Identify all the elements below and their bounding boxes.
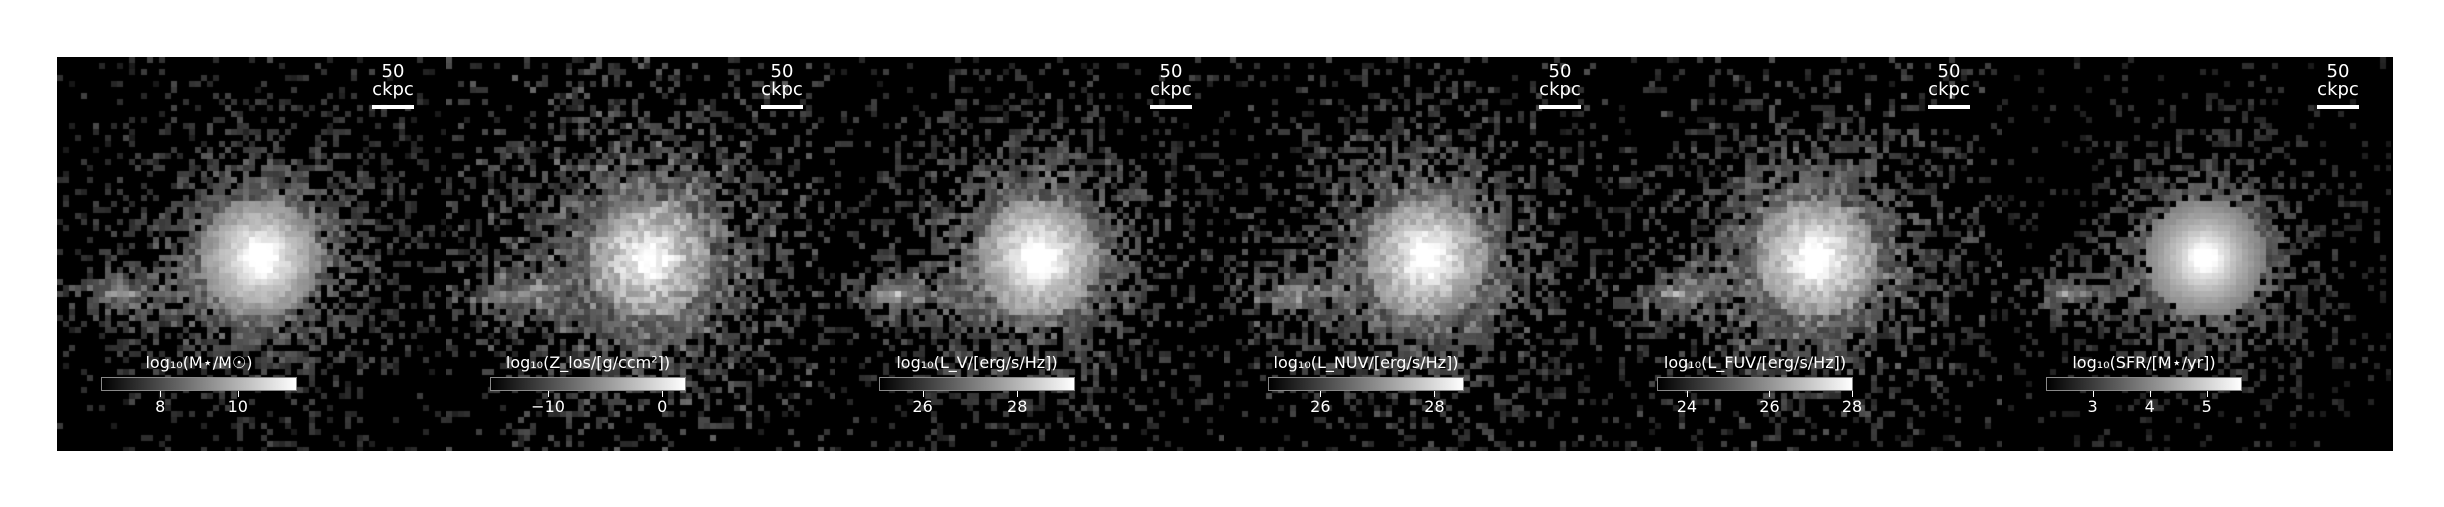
scale-bar-line: [1928, 105, 1970, 109]
scale-bar-line: [372, 105, 414, 109]
colorbar-tick-label: 0: [657, 397, 668, 416]
colorbar-tick-label: 26: [912, 397, 933, 416]
colorbar-tick-label: 26: [1310, 397, 1331, 416]
image-strip: 50 ckpc log₁₀(M⋆/M☉) 8 10 50 ckpc log₁₀(Z…: [57, 57, 2393, 451]
colorbar-tick-label: −10: [531, 397, 565, 416]
scale-bar: 50 ckpc: [1914, 63, 1984, 109]
scale-bar-label: 50 ckpc: [1539, 61, 1581, 100]
panel-metal-density: 50 ckpc log₁₀(Z_los/[g/ccm²]) −10 0: [446, 57, 835, 451]
colorbar-tick: [237, 391, 239, 397]
panel-fuv-luminosity: 50 ckpc log₁₀(L_FUV/[erg/s/Hz]) 24 26 28: [1613, 57, 2002, 451]
colorbar-gradient: [2046, 377, 2242, 391]
colorbar-tick-label: 5: [2201, 397, 2212, 416]
colorbar-tick: [160, 391, 162, 397]
galaxy-map-sfr: [2002, 57, 2391, 451]
colorbar-tick: [1852, 391, 1853, 397]
colorbar-tick: [1686, 391, 1688, 397]
scale-bar-line: [1539, 105, 1581, 109]
colorbar-label: log₁₀(L_V/[erg/s/Hz]): [896, 353, 1058, 372]
colorbar-tick: [2206, 391, 2208, 397]
scale-bar-line: [761, 105, 803, 109]
colorbar-tick-label: 28: [1424, 397, 1445, 416]
scale-bar: 50 ckpc: [1136, 63, 1206, 109]
colorbar-label: log₁₀(M⋆/M☉): [145, 353, 253, 372]
colorbar-gradient: [879, 377, 1075, 391]
colorbar-label: log₁₀(L_FUV/[erg/s/Hz]): [1663, 353, 1847, 372]
colorbar-tick: [2149, 391, 2151, 397]
colorbar-tick-label: 28: [1007, 397, 1028, 416]
scale-bar-line: [1150, 105, 1192, 109]
scale-bar: 50 ckpc: [1525, 63, 1595, 109]
colorbar-label: log₁₀(Z_los/[g/ccm²]): [505, 353, 671, 372]
colorbar-tick: [1320, 391, 1322, 397]
scale-bar: 50 ckpc: [358, 63, 428, 109]
colorbar-tick: [1769, 391, 1771, 397]
colorbar-tick-label: 3: [2087, 397, 2098, 416]
colorbar-tick: [1017, 391, 1019, 397]
colorbar-tick-label: 4: [2144, 397, 2155, 416]
colorbar-gradient: [490, 377, 686, 391]
colorbar-label: log₁₀(L_NUV/[erg/s/Hz]): [1273, 353, 1459, 372]
colorbar-tick: [922, 391, 924, 397]
scale-bar-label: 50 ckpc: [372, 61, 414, 100]
colorbar-tick: [1434, 391, 1436, 397]
colorbar-gradient: [101, 377, 297, 391]
colorbar-tick-label: 24: [1676, 397, 1698, 416]
scale-bar-label: 50 ckpc: [761, 61, 803, 100]
scale-bar: 50 ckpc: [747, 63, 817, 109]
panel-stellar-mass: 50 ckpc log₁₀(M⋆/M☉) 8 10: [57, 57, 446, 451]
scale-bar-label: 50 ckpc: [1928, 61, 1970, 100]
colorbar-tick: [662, 391, 664, 397]
colorbar-gradient: [1268, 377, 1464, 391]
galaxy-map-nuv-luminosity: [1224, 57, 1613, 451]
colorbar-gradient: [1657, 377, 1853, 391]
colorbar-tick-label: 10: [227, 397, 248, 416]
scale-bar-label: 50 ckpc: [1150, 61, 1192, 100]
colorbar-tick: [2092, 391, 2094, 397]
galaxy-map-v-luminosity: [835, 57, 1224, 451]
scale-bar: 50 ckpc: [2303, 63, 2373, 109]
scale-bar-label: 50 ckpc: [2317, 61, 2359, 100]
panel-nuv-luminosity: 50 ckpc log₁₀(L_NUV/[erg/s/Hz]) 26 28: [1224, 57, 1613, 451]
galaxy-map-stellar-mass: [57, 57, 446, 451]
panel-v-luminosity: 50 ckpc log₁₀(L_V/[erg/s/Hz]) 26 28: [835, 57, 1224, 451]
colorbar-tick-label: 28: [1841, 397, 1863, 416]
colorbar-tick-label: 26: [1759, 397, 1780, 416]
galaxy-map-fuv-luminosity: [1613, 57, 2002, 451]
colorbar-tick: [548, 391, 550, 397]
scale-bar-line: [2317, 105, 2359, 109]
colorbar-label: log₁₀(SFR/[M⋆/yr]): [2072, 353, 2216, 372]
panel-sfr: 50 ckpc log₁₀(SFR/[M⋆/yr]) 3 4 5: [2002, 57, 2391, 451]
galaxy-map-metal-density: [446, 57, 835, 451]
colorbar-tick-label: 8: [155, 397, 166, 416]
